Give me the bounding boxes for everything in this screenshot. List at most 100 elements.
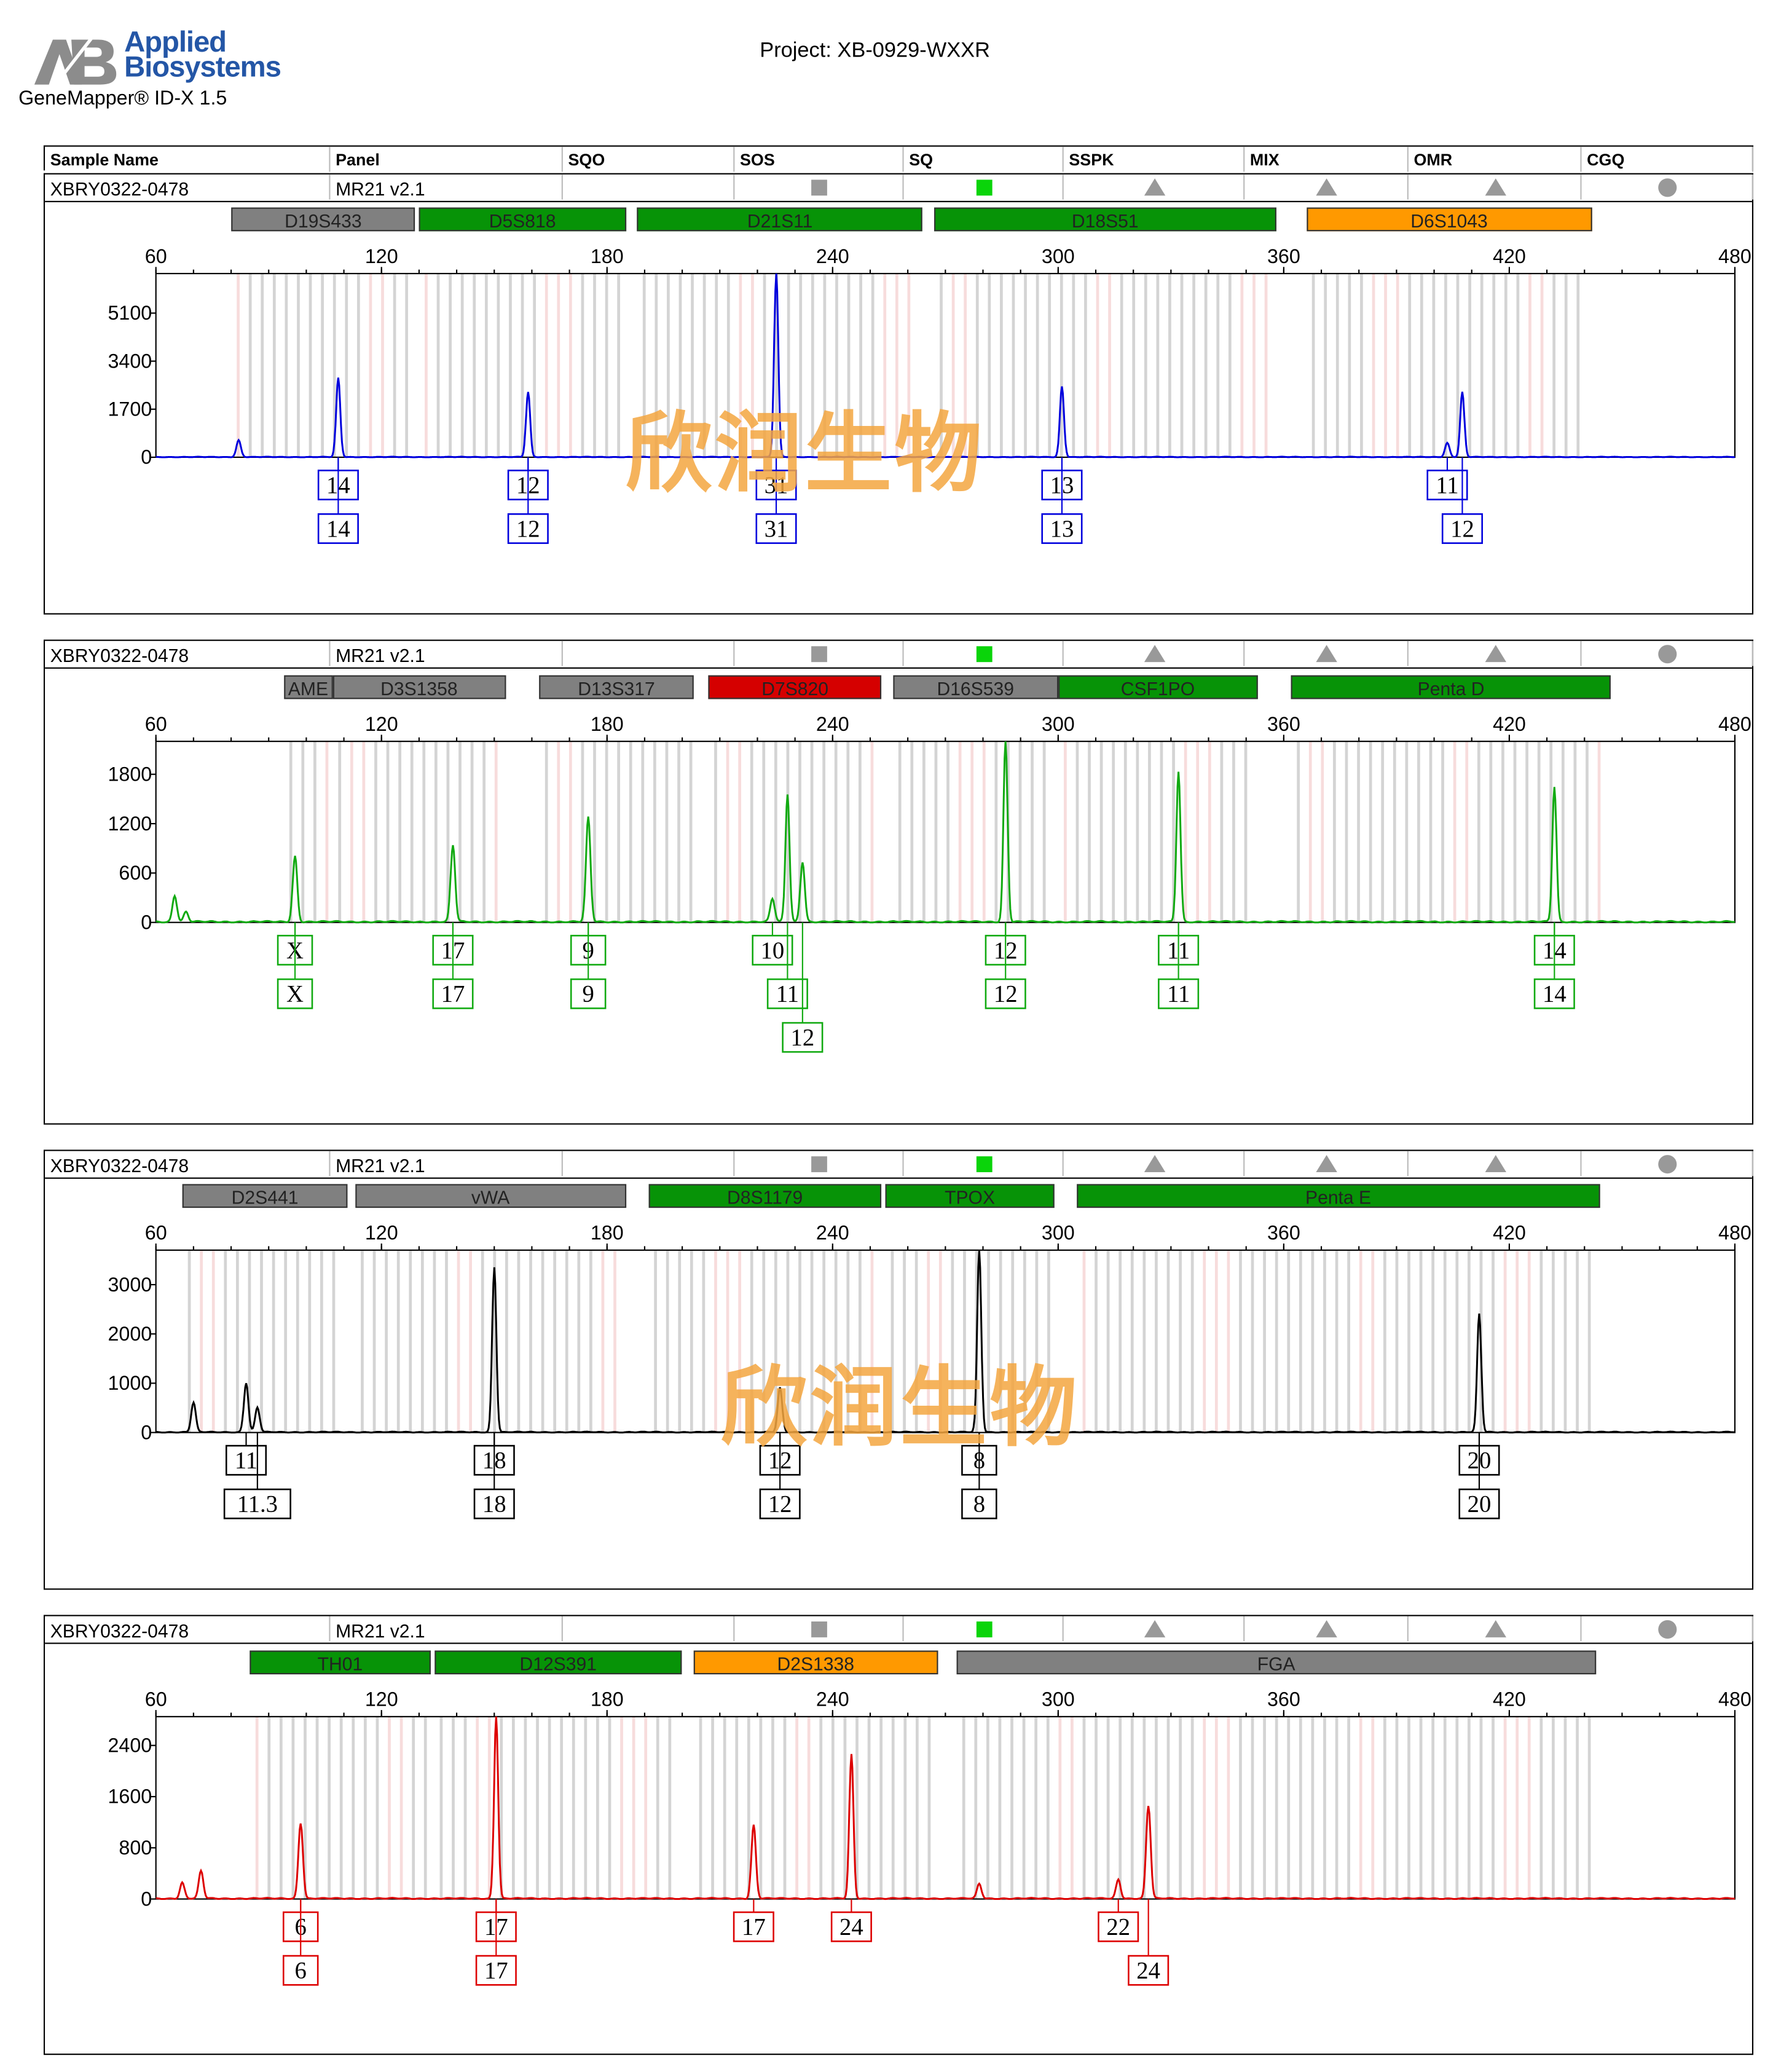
locus-marker-d13s317[interactable]: D13S317 <box>539 675 694 699</box>
locus-marker-fga[interactable]: FGA <box>956 1650 1596 1675</box>
locus-marker-d2s441[interactable]: D2S441 <box>182 1184 348 1208</box>
column-header-mix[interactable]: MIX <box>1244 146 1409 172</box>
quality-flag-sspk-triangle-icon[interactable] <box>1143 1620 1165 1637</box>
quality-flag-sos-square-icon[interactable] <box>811 1621 827 1637</box>
bin <box>786 1250 790 1433</box>
quality-flag-mix-triangle-icon[interactable] <box>1316 1155 1337 1173</box>
locus-marker-d12s391[interactable]: D12S391 <box>434 1650 683 1675</box>
quality-flag-sos-square-icon[interactable] <box>811 646 827 663</box>
locus-marker-penta-e[interactable]: Penta E <box>1077 1184 1600 1208</box>
bin <box>1023 1250 1026 1433</box>
quality-cell <box>1582 1616 1754 1642</box>
quality-flag-mix-triangle-icon[interactable] <box>1316 178 1337 196</box>
allele-call-18[interactable]: 18 <box>473 1488 515 1519</box>
bin <box>1564 274 1568 457</box>
sample-info-row[interactable]: XBRY0322-0478 MR21 v2.1 <box>45 640 1754 669</box>
column-header-omr[interactable]: OMR <box>1409 146 1582 172</box>
quality-flag-sspk-triangle-icon[interactable] <box>1143 1155 1165 1173</box>
bin <box>988 274 991 457</box>
allele-call-6[interactable]: 6 <box>282 1955 319 1986</box>
allele-call-20[interactable]: 20 <box>1458 1488 1500 1519</box>
allele-call-11-3[interactable]: 11.3 <box>223 1488 291 1519</box>
bin <box>1088 741 1091 923</box>
bin <box>1240 274 1244 457</box>
bin <box>1455 1716 1459 1899</box>
quality-flag-sspk-triangle-icon[interactable] <box>1143 178 1165 196</box>
quality-flag-sq-square-icon[interactable] <box>975 179 992 196</box>
locus-marker-tpox[interactable]: TPOX <box>885 1184 1055 1208</box>
locus-marker-vwa[interactable]: vWA <box>355 1184 626 1208</box>
allele-call-13[interactable]: 13 <box>1041 513 1083 544</box>
locus-marker-d7s820[interactable]: D7S820 <box>708 675 882 699</box>
bin <box>999 1250 1002 1433</box>
quality-flag-cgq-circle-icon[interactable] <box>1658 645 1677 664</box>
sample-info-row[interactable]: XBRY0322-0478 MR21 v2.1 <box>45 174 1754 202</box>
locus-marker-d16s539[interactable]: D16S539 <box>892 675 1058 699</box>
allele-call-8[interactable]: 8 <box>961 1488 997 1519</box>
locus-marker-d19s433[interactable]: D19S433 <box>231 207 415 232</box>
quality-flag-sspk-triangle-icon[interactable] <box>1143 645 1165 663</box>
y-tick-label-1000: 1000 <box>108 1372 152 1394</box>
locus-marker-ame[interactable]: AME <box>283 675 333 699</box>
column-header-cgq[interactable]: CGQ <box>1582 146 1754 172</box>
allele-call-12[interactable]: 12 <box>1441 513 1483 544</box>
quality-flag-sq-square-icon[interactable] <box>975 1621 992 1637</box>
quality-flag-mix-triangle-icon[interactable] <box>1316 1620 1337 1637</box>
column-header-sos[interactable]: SOS <box>734 146 904 172</box>
locus-marker-d3s1358[interactable]: D3S1358 <box>332 675 506 699</box>
allele-call-11[interactable]: 11 <box>1426 470 1468 500</box>
sample-info-row[interactable]: XBRY0322-0478 MR21 v2.1 <box>45 1151 1754 1179</box>
column-header-sqo[interactable]: SQO <box>563 146 735 172</box>
allele-call-14[interactable]: 14 <box>317 513 359 544</box>
allele-call-24[interactable]: 24 <box>830 1911 872 1942</box>
bin <box>974 1716 978 1899</box>
locus-marker-th01[interactable]: TH01 <box>250 1650 431 1675</box>
bin <box>689 741 693 923</box>
quality-flag-omr-triangle-icon[interactable] <box>1484 1620 1506 1637</box>
locus-marker-penta-d[interactable]: Penta D <box>1291 675 1611 699</box>
allele-call-31[interactable]: 31 <box>755 513 797 544</box>
allele-call-17[interactable]: 17 <box>733 1911 774 1942</box>
quality-flag-omr-triangle-icon[interactable] <box>1484 645 1506 663</box>
bin <box>1369 741 1372 923</box>
allele-call-12[interactable]: 12 <box>985 978 1026 1009</box>
locus-marker-d5s818[interactable]: D5S818 <box>419 207 626 232</box>
allele-call-12[interactable]: 12 <box>759 1488 801 1519</box>
quality-flag-cgq-circle-icon[interactable] <box>1658 1155 1677 1174</box>
allele-call-17[interactable]: 17 <box>475 1955 517 1986</box>
allele-call-12[interactable]: 12 <box>782 1022 824 1053</box>
column-header-panel[interactable]: Panel <box>331 146 563 172</box>
bin <box>1587 1250 1591 1433</box>
quality-flag-sos-square-icon[interactable] <box>811 1156 827 1173</box>
allele-call-14[interactable]: 14 <box>1533 978 1575 1009</box>
quality-flag-omr-triangle-icon[interactable] <box>1484 1155 1506 1173</box>
locus-marker-d6s1043[interactable]: D6S1043 <box>1306 207 1592 232</box>
locus-marker-d8s1179[interactable]: D8S1179 <box>648 1184 882 1208</box>
quality-flag-sq-square-icon[interactable] <box>975 1156 992 1173</box>
quality-flag-cgq-circle-icon[interactable] <box>1658 1620 1677 1639</box>
column-header-sspk[interactable]: SSPK <box>1064 146 1245 172</box>
locus-marker-d21s11[interactable]: D21S11 <box>637 207 923 232</box>
allele-call-x[interactable]: X <box>277 978 313 1009</box>
allele-call-11[interactable]: 11 <box>1158 978 1200 1009</box>
column-header-sample-name[interactable]: Sample Name <box>45 146 331 172</box>
locus-marker-csf1po[interactable]: CSF1PO <box>1058 675 1258 699</box>
quality-flag-mix-triangle-icon[interactable] <box>1316 645 1337 663</box>
allele-call-12[interactable]: 12 <box>507 513 549 544</box>
allele-call-10[interactable]: 10 <box>752 934 793 966</box>
quality-flag-sq-square-icon[interactable] <box>975 646 992 663</box>
column-header-sq[interactable]: SQ <box>904 146 1064 172</box>
allele-call-11[interactable]: 11 <box>225 1444 267 1476</box>
allele-call-11[interactable]: 11 <box>766 978 808 1009</box>
quality-flag-omr-triangle-icon[interactable] <box>1484 178 1506 196</box>
locus-marker-d2s1338[interactable]: D2S1338 <box>693 1650 938 1675</box>
locus-marker-d18s51[interactable]: D18S51 <box>934 207 1276 232</box>
allele-call-9[interactable]: 9 <box>570 978 607 1009</box>
quality-flag-cgq-circle-icon[interactable] <box>1658 178 1677 197</box>
allele-call-24[interactable]: 24 <box>1128 1955 1170 1986</box>
allele-call-17[interactable]: 17 <box>432 978 474 1009</box>
sample-info-row[interactable]: XBRY0322-0478 MR21 v2.1 <box>45 1616 1754 1644</box>
bin <box>1214 1716 1218 1899</box>
allele-call-22[interactable]: 22 <box>1098 1911 1139 1942</box>
quality-flag-sos-square-icon[interactable] <box>811 179 827 196</box>
